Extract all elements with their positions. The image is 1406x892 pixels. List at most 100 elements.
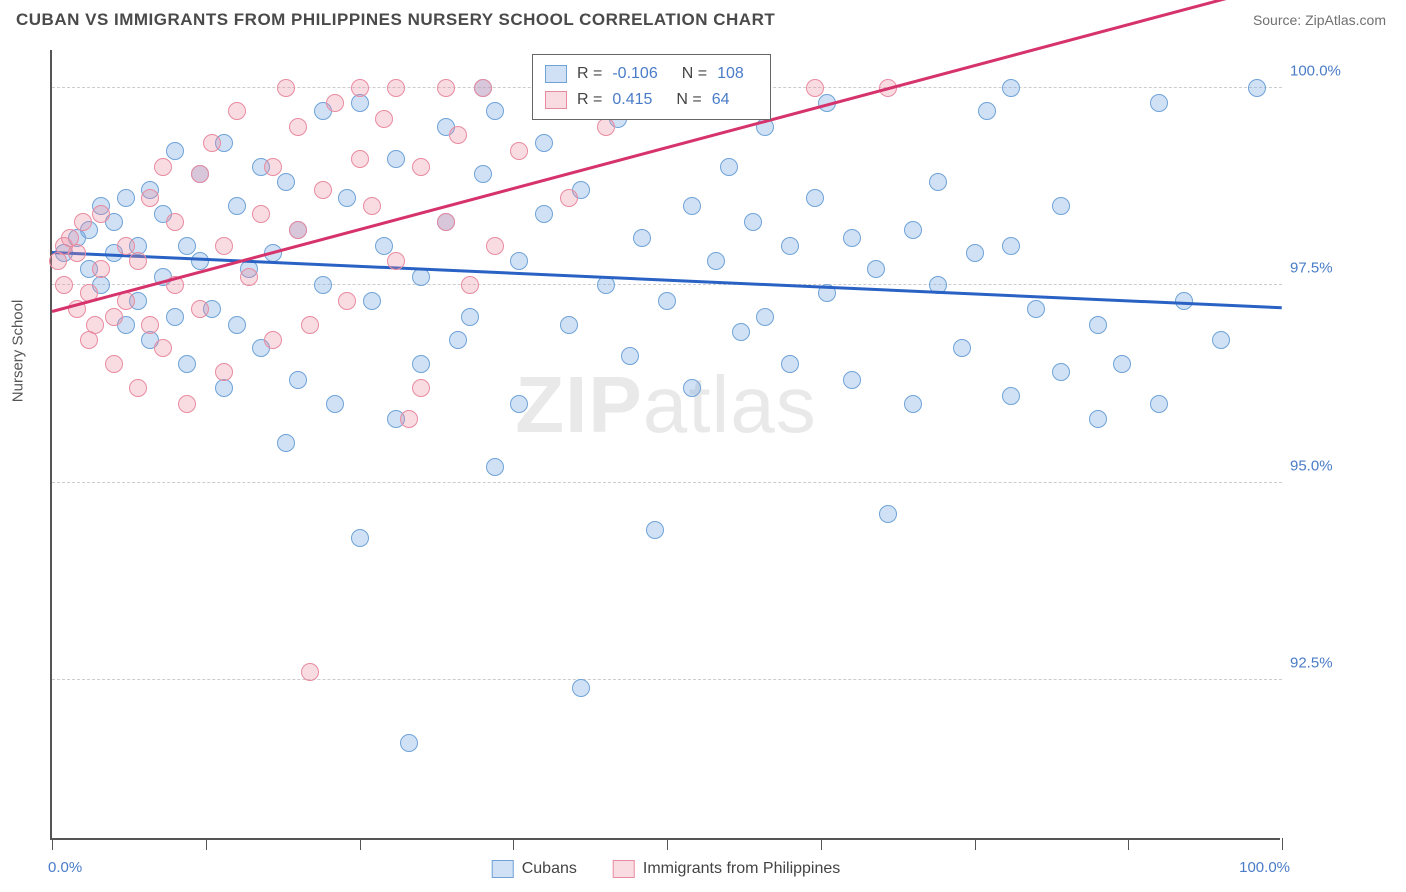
scatter-point <box>461 276 479 294</box>
scatter-point <box>326 395 344 413</box>
scatter-point <box>474 165 492 183</box>
scatter-point <box>252 205 270 223</box>
scatter-point <box>215 379 233 397</box>
scatter-point <box>387 252 405 270</box>
scatter-point <box>375 237 393 255</box>
scatter-point <box>683 379 701 397</box>
scatter-point <box>904 221 922 239</box>
plot-area: ZIPatlas R = -0.106 N = 108 R = 0.415 N … <box>50 50 1280 840</box>
scatter-point <box>966 244 984 262</box>
scatter-point <box>191 165 209 183</box>
scatter-point <box>437 79 455 97</box>
scatter-point <box>929 173 947 191</box>
y-tick-label: 100.0% <box>1290 62 1370 79</box>
scatter-point <box>400 734 418 752</box>
scatter-point <box>351 94 369 112</box>
scatter-point <box>1002 79 1020 97</box>
swatch-philippines <box>545 91 567 109</box>
scatter-point <box>289 221 307 239</box>
legend-item-cubans: Cubans <box>492 860 577 878</box>
scatter-point <box>510 395 528 413</box>
scatter-point <box>141 316 159 334</box>
scatter-point <box>1089 316 1107 334</box>
scatter-point <box>400 410 418 428</box>
scatter-point <box>264 331 282 349</box>
scatter-point <box>363 292 381 310</box>
scatter-point <box>301 663 319 681</box>
scatter-point <box>560 316 578 334</box>
scatter-point <box>412 379 430 397</box>
y-tick-label: 97.5% <box>1290 260 1370 277</box>
x-tick <box>513 838 514 850</box>
scatter-point <box>178 355 196 373</box>
source-label: Source: ZipAtlas.com <box>1253 12 1386 28</box>
scatter-point <box>351 150 369 168</box>
x-axis-max-label: 100.0% <box>1239 859 1290 876</box>
scatter-point <box>486 458 504 476</box>
n-value-cubans: 108 <box>717 61 744 87</box>
scatter-point <box>166 142 184 160</box>
scatter-point <box>535 134 553 152</box>
scatter-point <box>867 260 885 278</box>
scatter-point <box>474 79 492 97</box>
scatter-point <box>166 213 184 231</box>
scatter-point <box>510 252 528 270</box>
scatter-point <box>658 292 676 310</box>
scatter-point <box>86 316 104 334</box>
scatter-point <box>264 158 282 176</box>
scatter-point <box>228 102 246 120</box>
scatter-point <box>1052 197 1070 215</box>
scatter-point <box>387 150 405 168</box>
scatter-point <box>301 316 319 334</box>
legend-item-philippines: Immigrants from Philippines <box>613 860 840 878</box>
series-legend: Cubans Immigrants from Philippines <box>492 860 841 878</box>
scatter-point <box>535 205 553 223</box>
r-value-philippines: 0.415 <box>612 87 652 113</box>
scatter-point <box>154 339 172 357</box>
scatter-point <box>1150 395 1168 413</box>
scatter-point <box>437 213 455 231</box>
swatch-cubans <box>492 860 514 878</box>
watermark: ZIPatlas <box>515 359 816 451</box>
stats-row-cubans: R = -0.106 N = 108 <box>545 61 758 87</box>
scatter-point <box>621 347 639 365</box>
scatter-point <box>74 213 92 231</box>
scatter-point <box>1150 94 1168 112</box>
scatter-point <box>449 126 467 144</box>
swatch-philippines <box>613 860 635 878</box>
scatter-point <box>203 134 221 152</box>
scatter-point <box>228 316 246 334</box>
r-label: R = <box>577 87 602 113</box>
scatter-point <box>633 229 651 247</box>
scatter-point <box>1248 79 1266 97</box>
scatter-point <box>363 197 381 215</box>
n-label: N = <box>676 87 701 113</box>
scatter-point <box>461 308 479 326</box>
scatter-point <box>953 339 971 357</box>
scatter-point <box>744 213 762 231</box>
scatter-point <box>277 79 295 97</box>
scatter-point <box>117 237 135 255</box>
scatter-point <box>449 331 467 349</box>
gridline <box>52 284 1282 285</box>
watermark-part1: ZIP <box>515 360 642 449</box>
x-tick <box>821 838 822 850</box>
y-tick-label: 92.5% <box>1290 655 1370 672</box>
scatter-point <box>154 158 172 176</box>
scatter-point <box>597 118 615 136</box>
scatter-point <box>351 529 369 547</box>
chart-container: Nursery School ZIPatlas R = -0.106 N = 1… <box>50 50 1380 840</box>
scatter-point <box>338 189 356 207</box>
scatter-point <box>1002 237 1020 255</box>
scatter-point <box>105 355 123 373</box>
scatter-point <box>289 118 307 136</box>
scatter-point <box>80 331 98 349</box>
scatter-point <box>806 189 824 207</box>
n-label: N = <box>682 61 707 87</box>
scatter-point <box>49 252 67 270</box>
r-label: R = <box>577 61 602 87</box>
scatter-point <box>375 110 393 128</box>
swatch-cubans <box>545 65 567 83</box>
scatter-point <box>240 268 258 286</box>
legend-label-philippines: Immigrants from Philippines <box>643 860 840 878</box>
